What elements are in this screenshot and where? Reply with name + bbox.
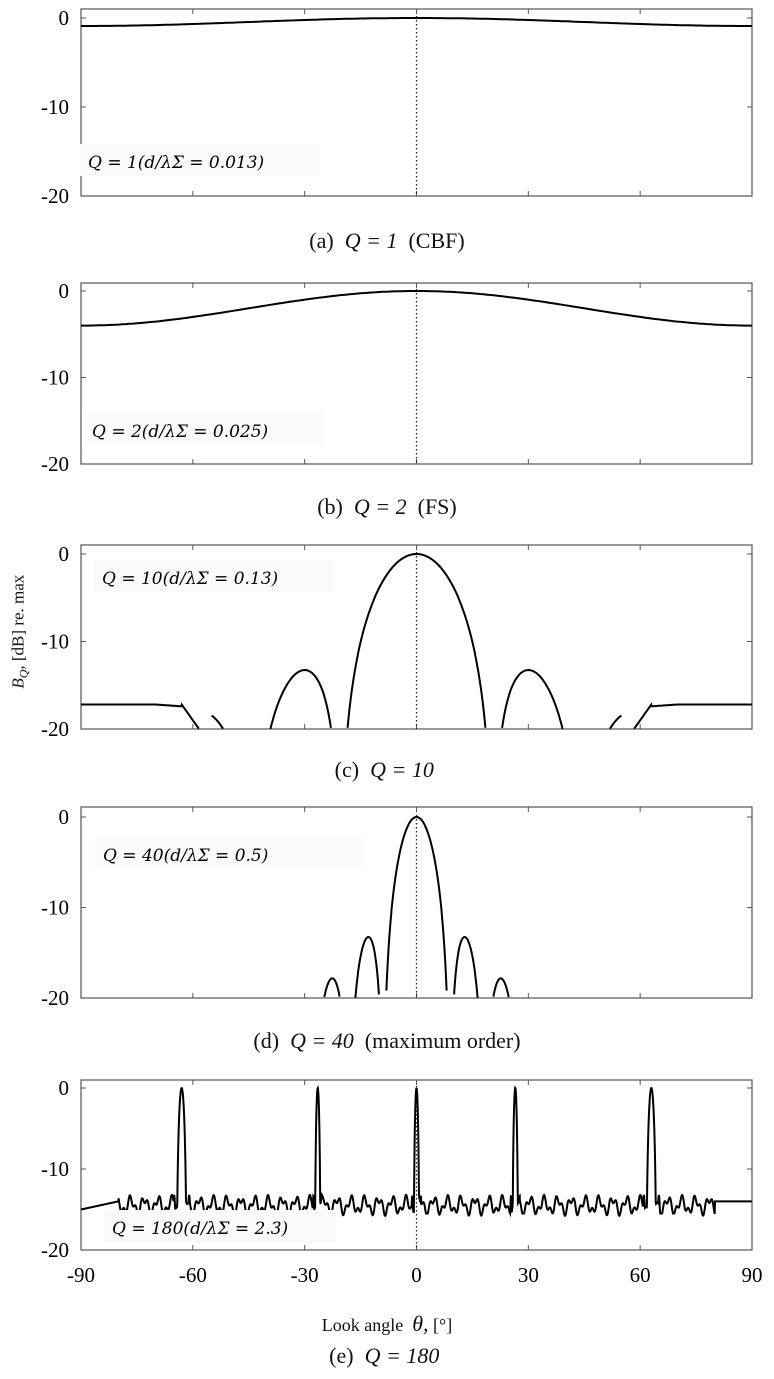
- beam-pattern-curve: [385, 816, 448, 991]
- parameter-annotation: Q = 40(d/λΣ = 0.5): [103, 846, 268, 866]
- beam-pattern-curve: [346, 553, 487, 728]
- parameter-annotation: Q = 10(d/λΣ = 0.13): [102, 569, 278, 589]
- annotation-box: [104, 1210, 336, 1242]
- beam-pattern-curve: [81, 17, 752, 27]
- annotation-box: [95, 837, 365, 869]
- annotation-box: [80, 144, 320, 176]
- beam-pattern-curve: [81, 290, 752, 327]
- beam-pattern-curve: [81, 702, 200, 730]
- panel-c: 0 -10 -20 Q = 10(d/λΣ = 0.13): [41, 542, 753, 741]
- y-tick-label: 0: [59, 279, 70, 303]
- y-tick-label: 0: [59, 1076, 70, 1100]
- y-tick-label: -10: [41, 95, 69, 119]
- y-tick-label: 0: [59, 542, 70, 566]
- x-tick-label: -30: [291, 1263, 319, 1287]
- y-tick-label: 0: [59, 805, 70, 829]
- parameter-annotation: Q = 1(d/λΣ = 0.013): [88, 153, 264, 173]
- x-tick-label: 30: [518, 1263, 539, 1287]
- beam-pattern-curve: [453, 936, 479, 998]
- annotation-box: [94, 560, 334, 592]
- y-tick-label: -20: [41, 452, 69, 476]
- parameter-annotation: Q = 2(d/λΣ = 0.025): [92, 422, 268, 442]
- y-tick-label: -10: [41, 896, 69, 920]
- panel-b: 0 -10 -20 Q = 2(d/λΣ = 0.025): [41, 279, 753, 476]
- beam-pattern-curve: [323, 977, 341, 998]
- y-tick-label: -20: [41, 986, 69, 1010]
- caption-c: (c) Q = 10: [334, 757, 434, 782]
- panel-d: 0 -10 -20 Q = 40(d/λΣ = 0.5): [41, 805, 753, 1010]
- y-tick-label: -10: [41, 366, 69, 390]
- y-tick-label: -20: [41, 717, 69, 741]
- beam-pattern-curve: [269, 669, 332, 730]
- y-tick-label: -20: [41, 1238, 69, 1262]
- x-tick-label: 0: [411, 1263, 422, 1287]
- y-tick-label: -10: [41, 630, 69, 654]
- caption-a: (a) Q = 1 (CBF): [309, 228, 465, 253]
- y-tick-label: -20: [41, 184, 69, 208]
- beam-pattern-curve: [354, 936, 380, 998]
- beam-pattern-curve: [211, 714, 224, 730]
- panel-a: 0 -10 -20 Q = 1(d/λΣ = 0.013): [41, 6, 753, 208]
- caption-d: (d) Q = 40 (maximum order): [253, 1028, 521, 1053]
- annotation-box: [84, 413, 324, 445]
- beam-pattern-curve: [609, 714, 622, 730]
- beam-pattern-curve: [501, 669, 564, 730]
- panel-e: 0 -10 -20 Q = 180(d/λΣ = 2.3): [41, 1076, 753, 1262]
- x-tick-label: 60: [630, 1263, 651, 1287]
- caption-b: (b) Q = 2 (FS): [317, 494, 457, 519]
- parameter-annotation: Q = 180(d/λΣ = 2.3): [112, 1219, 288, 1239]
- y-tick-label: -10: [41, 1157, 69, 1181]
- x-tick-label: -60: [179, 1263, 207, 1287]
- caption-e: (e) Q = 180: [329, 1343, 440, 1368]
- x-axis-label: Look angle θ, [°]: [321, 1311, 453, 1336]
- y-tick-label: 0: [59, 6, 70, 30]
- x-tick-label: -90: [67, 1263, 95, 1287]
- beam-pattern-curve: [633, 702, 752, 730]
- x-tick-label: 90: [742, 1263, 763, 1287]
- beam-pattern-curve: [492, 977, 510, 998]
